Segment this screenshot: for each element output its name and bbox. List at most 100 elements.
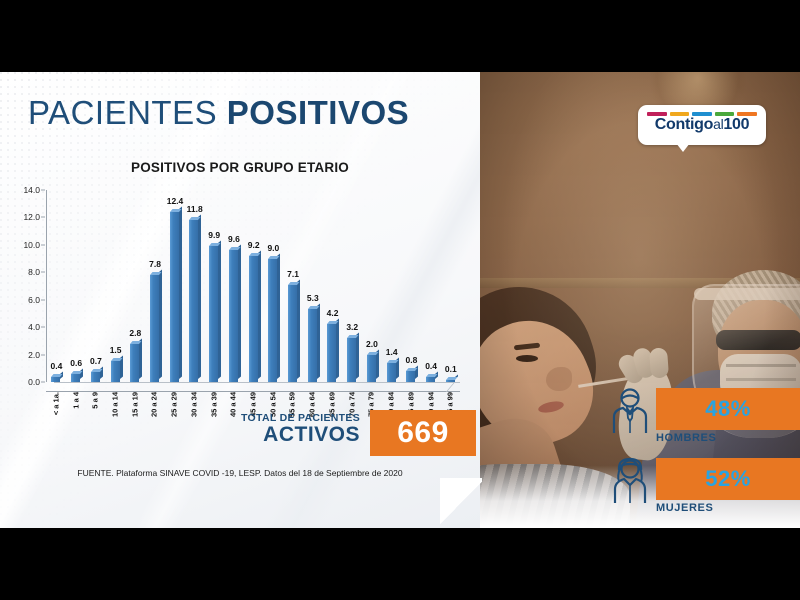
bar [228,250,238,382]
bar-item: 9.6 [223,190,243,382]
floor-back-edge [54,382,460,383]
x-axis-tick-label: 35 a 39 [209,392,219,418]
total-label-line1: TOTAL DE PACIENTES [241,412,360,424]
gender-stat-hombres: 48% HOMBRES [480,388,800,444]
y-axis-tick-label: 4.0 [28,322,40,333]
x-axis-tick-label: 10 a 14 [110,392,120,418]
bar [110,361,120,382]
title-light-part: PACIENTES [28,94,227,131]
bar-value-label: 1.5 [109,345,122,356]
title-bold-part: POSITIVOS [226,94,410,131]
bar [130,343,140,382]
x-axis-tick-label: 25 a 29 [169,392,179,418]
bar [327,324,337,382]
mujeres-percent: 52% [705,466,751,491]
x-axis-tick-label: 1 a 4 [71,392,81,409]
bar-value-label: 0.4 [50,360,63,371]
x-axis-tick-label: 30 a 34 [189,392,199,418]
bar-item: 7.1 [283,190,303,382]
logo-word-100: 100 [723,116,750,133]
bar-item: 9.9 [204,190,224,382]
bar-value-label: 5.3 [306,293,319,304]
bar-value-label: 2.0 [366,338,378,349]
bar-item: 0.4 [421,190,441,382]
bar-item: 0.4 [46,190,66,382]
bar-item: 0.8 [401,190,421,382]
wall-trim [480,278,800,288]
y-axis-tick-mark [41,354,45,356]
patient-nose [546,367,572,391]
presentation-slide: PACIENTES POSITIVOS POSITIVOS POR GRUPO … [0,72,800,528]
y-axis-tick-label: 6.0 [28,294,40,305]
bar-value-label: 11.8 [186,204,203,215]
bar-item: 0.1 [440,190,460,382]
bar-value-label: 9.9 [208,230,221,241]
bar-value-label: 9.6 [228,234,240,245]
logo-speech-tail [676,143,690,152]
bar [347,338,357,382]
left-content-column: PACIENTES POSITIVOS POSITIVOS POR GRUPO … [0,72,480,528]
hombres-percent: 48% [705,396,751,421]
bar [209,246,219,382]
bar [51,376,61,382]
bar-item: 12.4 [164,190,184,382]
bar-value-label: 4.2 [326,308,339,319]
bar-series: 0.4 0.6 0.7 1.5 2.8 7.8 12.4 11.8 9.9 9.6 9.2 9.0 7.… [46,190,460,382]
contigo-al-100-logo: Contigoal100 [638,105,766,145]
x-axis-label-cell: 15 a 19 [125,390,145,448]
bar-value-label: 7.8 [149,259,161,270]
hombres-percent-box: 48% [656,388,800,430]
bar [90,372,100,382]
y-axis-tick-mark [41,244,45,246]
total-active-patients: TOTAL DE PACIENTES ACTIVOS 669 [236,410,476,458]
bar [386,362,396,382]
bar [268,258,278,382]
y-axis-tick-mark [41,299,45,301]
mask-fold-1 [726,364,796,367]
woman-icon [613,457,647,503]
bar [71,373,81,382]
x-axis-tick-label: 15 a 19 [130,392,140,418]
bar-item: 11.8 [184,190,204,382]
patient-eye [516,355,538,362]
chart-plot-area: 0.0 2.0 4.0 6.0 8.0 10.0 12.0 14.0 0.4 0.6 0.7 1.5… [23,185,465,392]
x-axis-label-cell: 1 a 4 [66,390,86,448]
man-icon [612,388,648,433]
bar-value-label: 3.2 [346,322,359,333]
bar-item: 9.0 [263,190,283,382]
x-axis-label-cell: 30 a 34 [184,390,204,448]
bar-value-label: 7.1 [287,268,299,279]
logo-word-al: al [713,116,724,132]
gender-stat-mujeres: 52% MUJERES [480,457,800,514]
logo-dash-5 [737,112,757,116]
total-label-line2: ACTIVOS [263,423,360,446]
bar-value-label: 12.4 [166,195,184,206]
y-axis-tick-label: 12.0 [23,212,40,223]
bar [169,211,179,382]
x-axis-label-cell: < a 1a. [46,390,66,448]
x-axis-tick-label: < a 1a. [51,392,61,416]
bar-item: 0.7 [85,190,105,382]
bar [307,309,317,382]
bar-value-label: 1.4 [385,346,398,357]
bar-item: 0.6 [66,190,86,382]
logo-dash-3 [692,112,712,116]
x-axis-label-cell: 35 a 39 [204,390,224,448]
source-footnote: FUENTE. Plataforma SINAVE COVID -19, LES… [77,468,403,478]
y-axis-tick-mark [41,271,45,273]
age-group-bar-chart: 0.0 2.0 4.0 6.0 8.0 10.0 12.0 14.0 0.4 0.6 0.7 1.5… [8,184,472,494]
x-axis-label-cell: 10 a 14 [105,390,125,448]
bar-item: 1.4 [381,190,401,382]
logo-color-dashes [647,112,757,116]
y-axis-tick-label: 0.0 [28,377,40,387]
y-axis-tick-mark [41,381,45,383]
total-value: 669 [397,416,449,449]
total-value-box: 669 [370,410,476,456]
bar [149,275,159,382]
floor-front-edge [46,391,460,392]
chart-title: POSITIVOS POR GRUPO ETARIO [131,160,349,175]
bar-item: 7.8 [145,190,165,382]
bar-value-label: 0.4 [425,360,438,371]
bar [406,371,416,382]
